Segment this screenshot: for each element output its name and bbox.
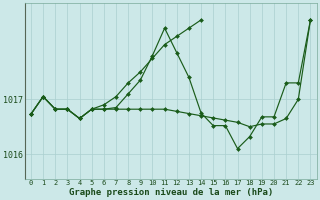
X-axis label: Graphe pression niveau de la mer (hPa): Graphe pression niveau de la mer (hPa) [68,188,273,197]
